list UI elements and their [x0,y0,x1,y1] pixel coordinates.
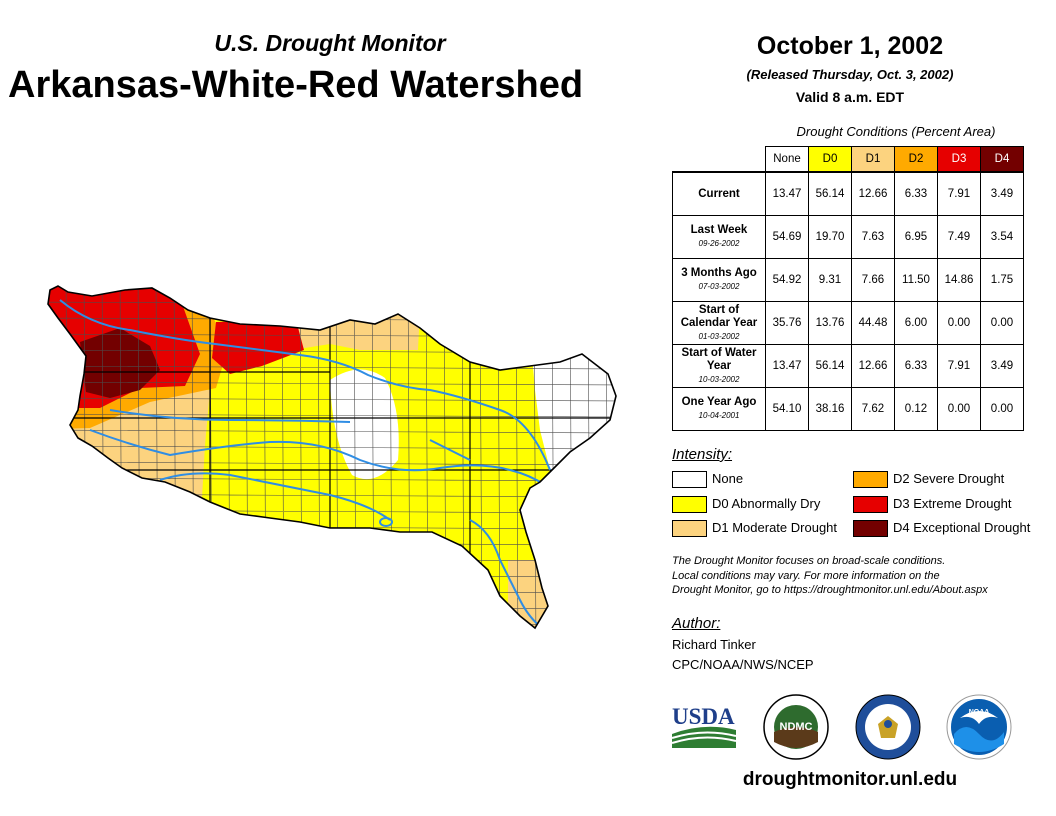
commerce-seal-logo [855,694,921,760]
d3-area-north [212,320,304,374]
row-label: Start of Calendar Year 01-03-2002 [672,301,766,345]
table-row: Start of Calendar Year 01-03-2002 35.76 1… [672,301,1024,345]
watershed-map [47,285,617,629]
release-date: (Released Thursday, Oct. 3, 2002) [746,67,954,82]
table-cell: 35.76 [765,301,809,345]
table-cell: 11.50 [894,258,938,302]
table-cell: 7.62 [851,387,895,431]
table-caption: Drought Conditions (Percent Area) [796,124,996,139]
table-row: One Year Ago 10-04-2001 54.10 38.16 7.62 … [672,387,1024,431]
col-d0: D0 [808,146,852,173]
ndmc-logo: NDMC [763,694,829,760]
col-d3: D3 [937,146,981,173]
col-none: None [765,146,809,173]
table-cell: 54.10 [765,387,809,431]
reservoir [379,517,393,527]
usda-logo: USDA [671,704,737,748]
map-date: October 1, 2002 [756,32,944,60]
table-cell: 0.00 [937,301,981,345]
table-cell: 0.12 [894,387,938,431]
svg-text:NDMC: NDMC [780,721,813,733]
noaa-logo: NOAA [946,694,1012,760]
author-org: CPC/NOAA/NWS/NCEP [672,657,814,672]
col-d4: D4 [980,146,1024,173]
table-cell: 12.66 [851,171,895,216]
table-cell: 0.00 [937,387,981,431]
table-cell: 13.47 [765,171,809,216]
table-cell: 0.00 [980,387,1024,431]
row-label: Last Week 09-26-2002 [672,215,766,259]
table-cell: 44.48 [851,301,895,345]
drought-conditions-table: None D0 D1 D2 D3 D4 Current 13.47 56.14 … [672,146,1024,431]
monitor-note: The Drought Monitor focuses on broad-sca… [672,555,988,596]
legend-swatch [672,496,707,513]
river-network [59,299,551,628]
row-label: Current [672,171,766,216]
table-cell: 7.91 [937,344,981,388]
svg-text:NOAA: NOAA [969,709,990,716]
table-cell: 3.49 [980,171,1024,216]
d4-area [80,328,160,398]
table-cell: 3.49 [980,344,1024,388]
legend-label: D3 Extreme Drought [893,496,1012,511]
col-d2: D2 [894,146,938,173]
legend-label: D1 Moderate Drought [712,520,838,535]
table-cell: 13.47 [765,344,809,388]
d1-area-southeast [508,560,550,628]
table-cell: 7.66 [851,258,895,302]
legend-swatch [853,520,888,537]
table-cell: 54.69 [765,215,809,259]
table-cell: 9.31 [808,258,852,302]
table-row: 3 Months Ago 07-03-2002 54.92 9.31 7.66 1… [672,258,1024,302]
table-cell: 6.33 [894,171,938,216]
table-cell: 6.95 [894,215,938,259]
row-label: One Year Ago 10-04-2001 [672,387,766,431]
legend-swatch [853,471,888,488]
website-url[interactable]: droughtmonitor.unl.edu [742,769,958,790]
legend-swatch [672,520,707,537]
table-row: Current 13.47 56.14 12.66 6.33 7.91 3.49 [672,171,1024,216]
none-area-central [330,369,399,480]
table-cell: 14.86 [937,258,981,302]
state-borders [48,286,616,628]
table-cell: 7.49 [937,215,981,259]
author-heading: Author: [672,615,721,632]
valid-time: Valid 8 a.m. EDT [795,89,905,105]
table-row: Last Week 09-26-2002 54.69 19.70 7.63 6.9… [672,215,1024,259]
table-cell: 12.66 [851,344,895,388]
map-subtitle: U.S. Drought Monitor [214,30,446,56]
table-cell: 0.00 [980,301,1024,345]
table-cell: 7.91 [937,171,981,216]
table-row: Start of Water Year 10-03-2002 13.47 56.1… [672,344,1024,388]
row-label: Start of Water Year 10-03-2002 [672,344,766,388]
table-cell: 7.63 [851,215,895,259]
table-cell: 3.54 [980,215,1024,259]
table-cell: 19.70 [808,215,852,259]
legend-label: D2 Severe Drought [893,471,1005,486]
map-title: Arkansas-White-Red Watershed [8,64,584,106]
legend-label: D0 Abnormally Dry [712,496,821,511]
row-label: 3 Months Ago 07-03-2002 [672,258,766,302]
table-cell: 38.16 [808,387,852,431]
table-cell: 56.14 [808,171,852,216]
legend-swatch [853,496,888,513]
legend-label: D4 Exceptional Drought [893,520,1031,535]
table-cell: 6.33 [894,344,938,388]
author-name: Richard Tinker [672,637,756,652]
table-cell: 54.92 [765,258,809,302]
table-cell: 13.76 [808,301,852,345]
legend-swatch [672,471,707,488]
legend-heading: Intensity: [672,446,733,463]
svg-text:USDA: USDA [672,704,735,729]
table-cell: 1.75 [980,258,1024,302]
col-d1: D1 [851,146,895,173]
legend-label: None [712,471,744,486]
table-cell: 6.00 [894,301,938,345]
table-cell: 56.14 [808,344,852,388]
